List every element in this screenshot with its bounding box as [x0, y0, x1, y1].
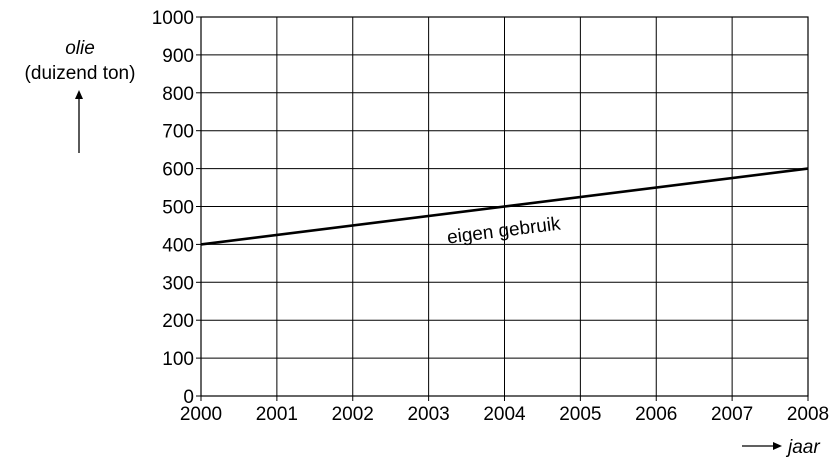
grid — [200, 16, 809, 397]
x-tick-label-2004: 2004 — [483, 404, 526, 425]
x-tick-label-2002: 2002 — [332, 404, 374, 425]
y-tick-label-100: 100 — [162, 349, 194, 370]
x-tick-label-2007: 2007 — [711, 404, 753, 425]
x-tick-label-2008: 2008 — [787, 404, 829, 425]
x-tick-label-2005: 2005 — [559, 404, 601, 425]
y-axis-label-unit: (duizend ton) — [25, 63, 136, 84]
y-tick-label-400: 400 — [162, 235, 194, 256]
y-tick-label-600: 600 — [162, 160, 194, 181]
x-axis-arrow-icon — [742, 442, 782, 450]
y-tick-label-500: 500 — [162, 198, 194, 219]
x-tick-label-2006: 2006 — [635, 404, 677, 425]
y-tick-label-300: 300 — [162, 273, 194, 294]
y-axis-label-quantity: olie — [65, 38, 95, 59]
y-tick-label-0: 0 — [183, 387, 194, 408]
x-tick-label-2000: 2000 — [180, 404, 222, 425]
x-axis-label: jaar — [785, 437, 820, 457]
series-line-0 — [200, 167, 809, 246]
x-tick-label-2003: 2003 — [407, 404, 449, 425]
x-tick-label-2001: 2001 — [256, 404, 298, 425]
y-tick-label-800: 800 — [162, 84, 194, 105]
y-axis-ticks: 0 100 200 300 400 500 600 700 800 900 1000 — [152, 8, 201, 408]
y-tick-label-700: 700 — [162, 122, 194, 143]
x-axis-ticks: 2000 2001 2002 2003 2004 2005 2006 2007 2008 — [180, 396, 829, 425]
y-tick-label-900: 900 — [162, 46, 194, 67]
y-tick-label-200: 200 — [162, 311, 194, 332]
y-axis-arrow-icon — [75, 90, 83, 153]
y-tick-label-1000: 1000 — [152, 8, 194, 29]
